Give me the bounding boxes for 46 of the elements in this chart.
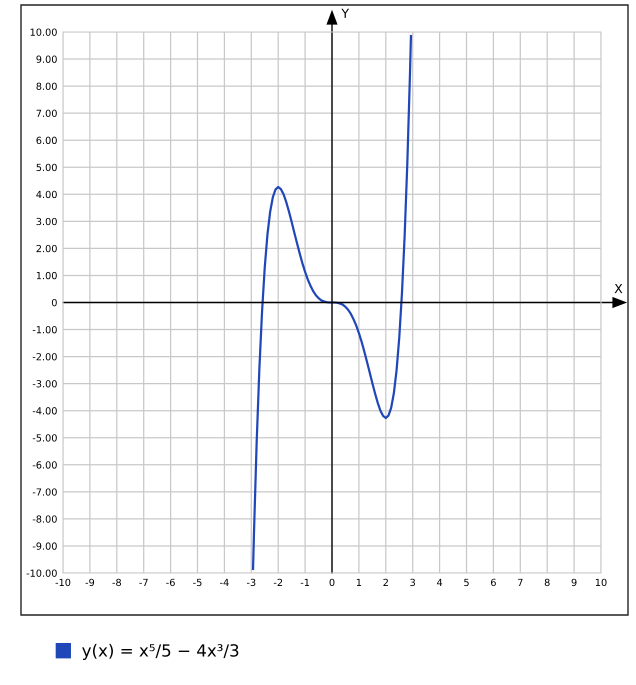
y-tick-label: 6.00 [36,136,57,144]
x-tick-label: 4 [436,578,442,586]
y-tick-label: -2.00 [32,353,57,360]
y-tick-label: 5.00 [36,164,57,172]
y-tick-label: -8.00 [32,515,57,523]
y-tick-label: -9.00 [32,542,57,550]
y-tick-label: 9.00 [36,56,57,63]
x-tick-label: -8 [112,578,121,586]
y-tick-label: -6.00 [32,461,57,469]
y-tick-label: 3.00 [36,218,57,226]
line-series [252,34,412,570]
x-tick-label: -2 [274,578,282,586]
x-tick-label: 8 [544,578,550,586]
y-tick-label: 10.00 [30,28,57,36]
y-tick-label: 1.00 [36,272,57,280]
x-tick-label: 0 [330,578,334,586]
y-tick-label: 7.00 [36,110,57,117]
y-tick-label: -3.00 [32,380,57,388]
x-tick-label: 10 [596,578,607,586]
y-axis-title: Y [341,8,350,18]
x-tick-label: 1 [356,578,362,586]
x-tick-label: -5 [193,578,202,586]
y-tick-label: -1.00 [32,326,57,334]
x-tick-label: -6 [166,578,175,586]
x-tick-label: -9 [86,578,94,586]
x-tick-label: -1 [300,578,310,586]
x-tick-label: 6 [490,578,496,586]
x-tick-label: -7 [139,578,148,586]
x-axis-title: X [614,284,622,294]
x-tick-label: -4 [220,578,229,586]
x-tick-label: -3 [246,578,256,586]
y-tick-label: -5.00 [32,434,57,442]
x-tick-label: 2 [383,578,388,586]
y-tick-label: -7.00 [32,488,57,496]
y-tick-label: -10.00 [26,569,57,577]
y-tick-label: -4.00 [32,407,57,415]
y-tick-label: 0 [52,298,57,306]
legend-label: y(x) = x⁵/5 − 4x³/3 [82,644,238,660]
x-tick-label: 3 [410,578,416,586]
y-tick-label: 4.00 [36,190,57,198]
x-tick-label: -10 [56,578,70,586]
y-tick-label: 2.00 [36,244,57,252]
x-tick-label: 5 [464,578,469,586]
x-tick-label: 9 [572,578,577,586]
x-tick-label: 7 [518,578,523,586]
y-tick-label: 8.00 [36,82,57,90]
